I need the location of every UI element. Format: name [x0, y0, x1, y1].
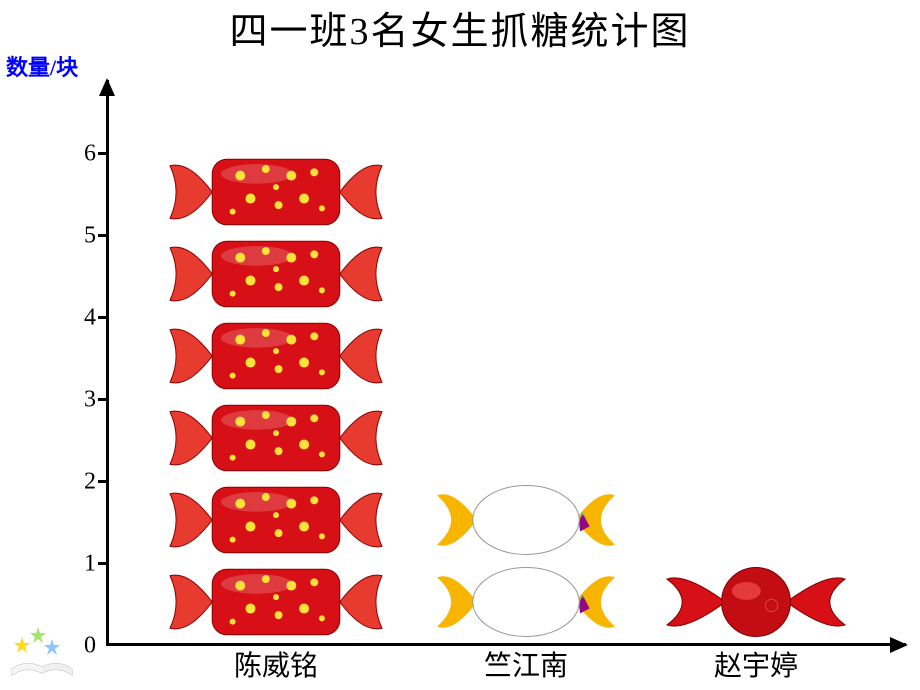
y-axis-arrow-icon [99, 78, 115, 96]
y-tick [98, 398, 106, 401]
y-tick-label: 4 [60, 305, 96, 332]
y-tick-label: 3 [60, 387, 96, 414]
y-tick [98, 234, 106, 237]
candy-stack [661, 561, 851, 643]
book-stars-icon [6, 623, 78, 684]
candy-icon [166, 479, 386, 561]
x-axis-arrow-icon [890, 637, 908, 653]
category-label: 竺江南 [484, 644, 568, 684]
candy-icon [431, 479, 621, 561]
category-label: 陈威铭 [234, 644, 318, 684]
y-tick [98, 562, 106, 565]
chart-area: 0123456 陈威铭 [106, 80, 906, 646]
ylabel-suffix: 块 [56, 55, 78, 80]
candy-icon [431, 561, 621, 643]
candy-icon [661, 561, 851, 643]
candy-stack [431, 479, 621, 643]
y-tick-label: 6 [60, 141, 96, 168]
candy-icon [166, 397, 386, 479]
candy-icon [166, 315, 386, 397]
y-tick [98, 480, 106, 483]
chart-title: 四一班3名女生抓糖统计图 [0, 0, 920, 55]
y-axis-label: 数量/块 [6, 50, 78, 82]
candy-icon [166, 561, 386, 643]
y-axis [106, 80, 109, 646]
candy-icon [166, 151, 386, 233]
y-tick-label: 1 [60, 551, 96, 578]
ylabel-prefix: 数量 [6, 55, 50, 80]
y-tick [98, 152, 106, 155]
candy-stack [166, 151, 386, 643]
candy-icon [166, 233, 386, 315]
y-tick [98, 316, 106, 319]
y-tick-label: 5 [60, 223, 96, 250]
y-tick-label: 2 [60, 469, 96, 496]
category-label: 赵宇婷 [714, 644, 798, 684]
